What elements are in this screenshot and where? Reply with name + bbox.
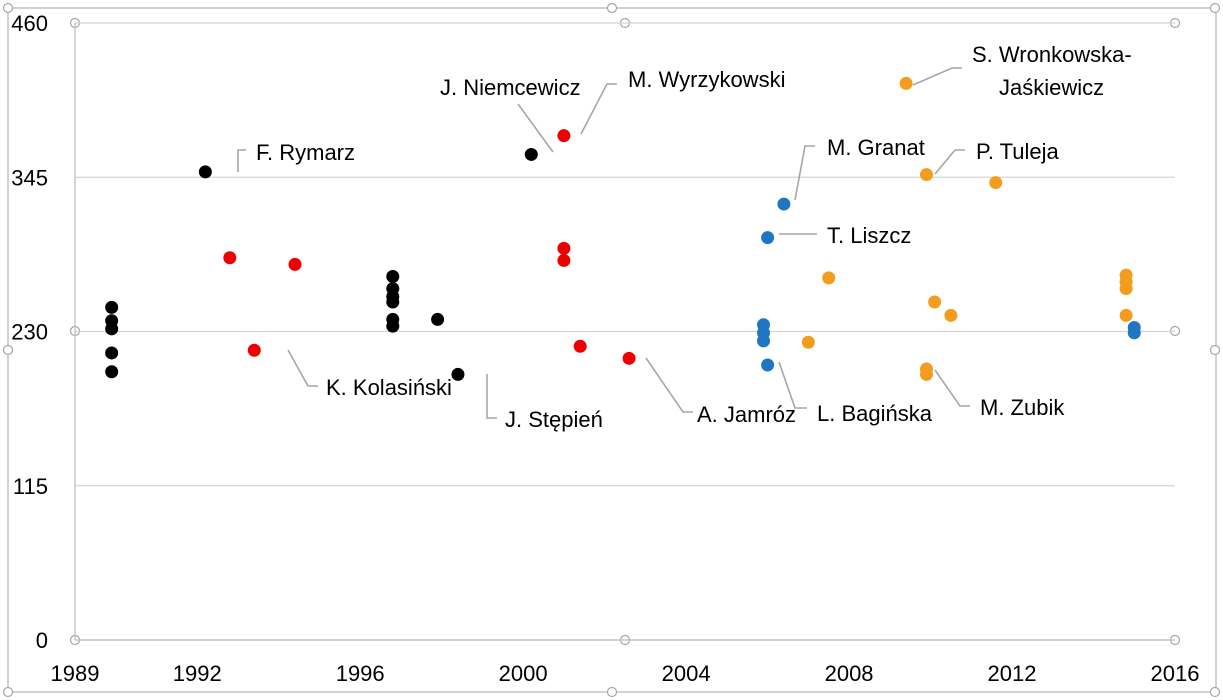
- annotation-label: J. Niemcewicz: [440, 75, 581, 100]
- data-point: [919, 367, 933, 381]
- x-tick-label: 2000: [499, 661, 548, 686]
- gridlines: [75, 22, 1175, 641]
- annotation-leader: [237, 149, 246, 172]
- annotation-label: J. Stępień: [505, 407, 603, 432]
- x-tick-label: 1996: [336, 661, 385, 686]
- annotation-leader: [912, 67, 962, 86]
- data-point: [761, 231, 775, 245]
- resize-handle[interactable]: [1209, 686, 1221, 698]
- annotation-label: T. Liszcz: [827, 223, 911, 248]
- data-point: [105, 346, 119, 360]
- selection-frame: [7, 7, 1217, 693]
- x-tick-label: 2004: [662, 661, 711, 686]
- data-point: [989, 176, 1003, 190]
- annotation-leader: [645, 357, 693, 413]
- data-point: [1119, 282, 1133, 296]
- x-tick-label: 1992: [173, 661, 222, 686]
- x-tick-labels: 1989 1992 1996 2000 2004 2008 2012 2016: [51, 661, 1200, 686]
- annotation-label: F. Rymarz: [256, 140, 355, 165]
- y-tick-label: 0: [36, 628, 48, 653]
- data-point: [524, 147, 538, 161]
- annotation-leader: [486, 374, 497, 419]
- annotation-leader: [794, 145, 815, 201]
- resize-handle[interactable]: [2, 344, 14, 356]
- resize-handle[interactable]: [2, 2, 14, 14]
- annotation-label: Jaśkiewicz: [999, 75, 1104, 100]
- data-point: [777, 197, 791, 211]
- data-point: [386, 295, 400, 309]
- resize-handle[interactable]: [606, 686, 618, 698]
- annotation-label: M. Granat: [827, 135, 925, 160]
- annotation-leader: [778, 361, 807, 409]
- annotation-leader: [580, 83, 617, 135]
- annotation-label: M. Zubik: [980, 395, 1065, 420]
- data-point: [557, 241, 571, 255]
- annotation-label: L. Bagińska: [817, 401, 933, 426]
- data-point: [944, 308, 958, 322]
- data-point: [801, 335, 815, 349]
- data-point: [223, 251, 237, 265]
- data-points: [105, 76, 1141, 381]
- data-point: [761, 358, 775, 372]
- annotation-labels: F. Rymarz K. Kolasiński J. Stępień J. Niemc…: [256, 42, 1132, 432]
- data-point: [557, 253, 571, 267]
- data-point: [1119, 308, 1133, 322]
- annotation-leader: [517, 103, 554, 153]
- annotation-leader-lines: [237, 67, 970, 419]
- data-point: [573, 339, 587, 353]
- data-point: [386, 270, 400, 284]
- resize-handle[interactable]: [606, 2, 618, 14]
- data-point: [105, 322, 119, 336]
- annotation-leader: [934, 149, 965, 175]
- x-tick-label: 2016: [1151, 661, 1200, 686]
- annotation-leader: [934, 369, 970, 407]
- x-tick-label: 1989: [51, 661, 100, 686]
- data-point: [928, 295, 942, 309]
- y-tick-label: 460: [11, 11, 48, 36]
- resize-handle[interactable]: [1209, 2, 1221, 14]
- data-point: [247, 343, 261, 357]
- data-point: [622, 351, 636, 365]
- y-tick-label: 345: [11, 165, 48, 190]
- data-point: [1127, 326, 1141, 340]
- y-tick-label: 230: [11, 320, 48, 345]
- annotation-leader: [287, 349, 318, 387]
- annotation-label: S. Wronkowska-: [972, 42, 1132, 67]
- resize-handle[interactable]: [1209, 344, 1221, 356]
- data-point: [105, 300, 119, 314]
- data-point: [386, 319, 400, 333]
- x-tick-label: 2008: [825, 661, 874, 686]
- data-point: [919, 168, 933, 182]
- annotation-label: M. Wyrzykowski: [628, 67, 785, 92]
- axes: [74, 23, 1175, 641]
- x-tick-label: 2012: [988, 661, 1037, 686]
- y-tick-label: 115: [13, 474, 48, 499]
- data-point: [451, 367, 465, 381]
- data-point: [757, 334, 771, 348]
- data-point: [431, 312, 445, 326]
- data-point: [822, 271, 836, 285]
- annotation-label: P. Tuleja: [976, 139, 1060, 164]
- data-point: [288, 257, 302, 271]
- annotation-label: K. Kolasiński: [326, 375, 452, 400]
- data-point: [899, 76, 913, 90]
- y-tick-labels: 0 115 230 345 460: [11, 11, 48, 653]
- data-point: [198, 165, 212, 179]
- resize-handle[interactable]: [2, 686, 14, 698]
- annotation-label: A. Jamróz: [697, 402, 796, 427]
- data-point: [557, 129, 571, 143]
- data-point: [105, 365, 119, 379]
